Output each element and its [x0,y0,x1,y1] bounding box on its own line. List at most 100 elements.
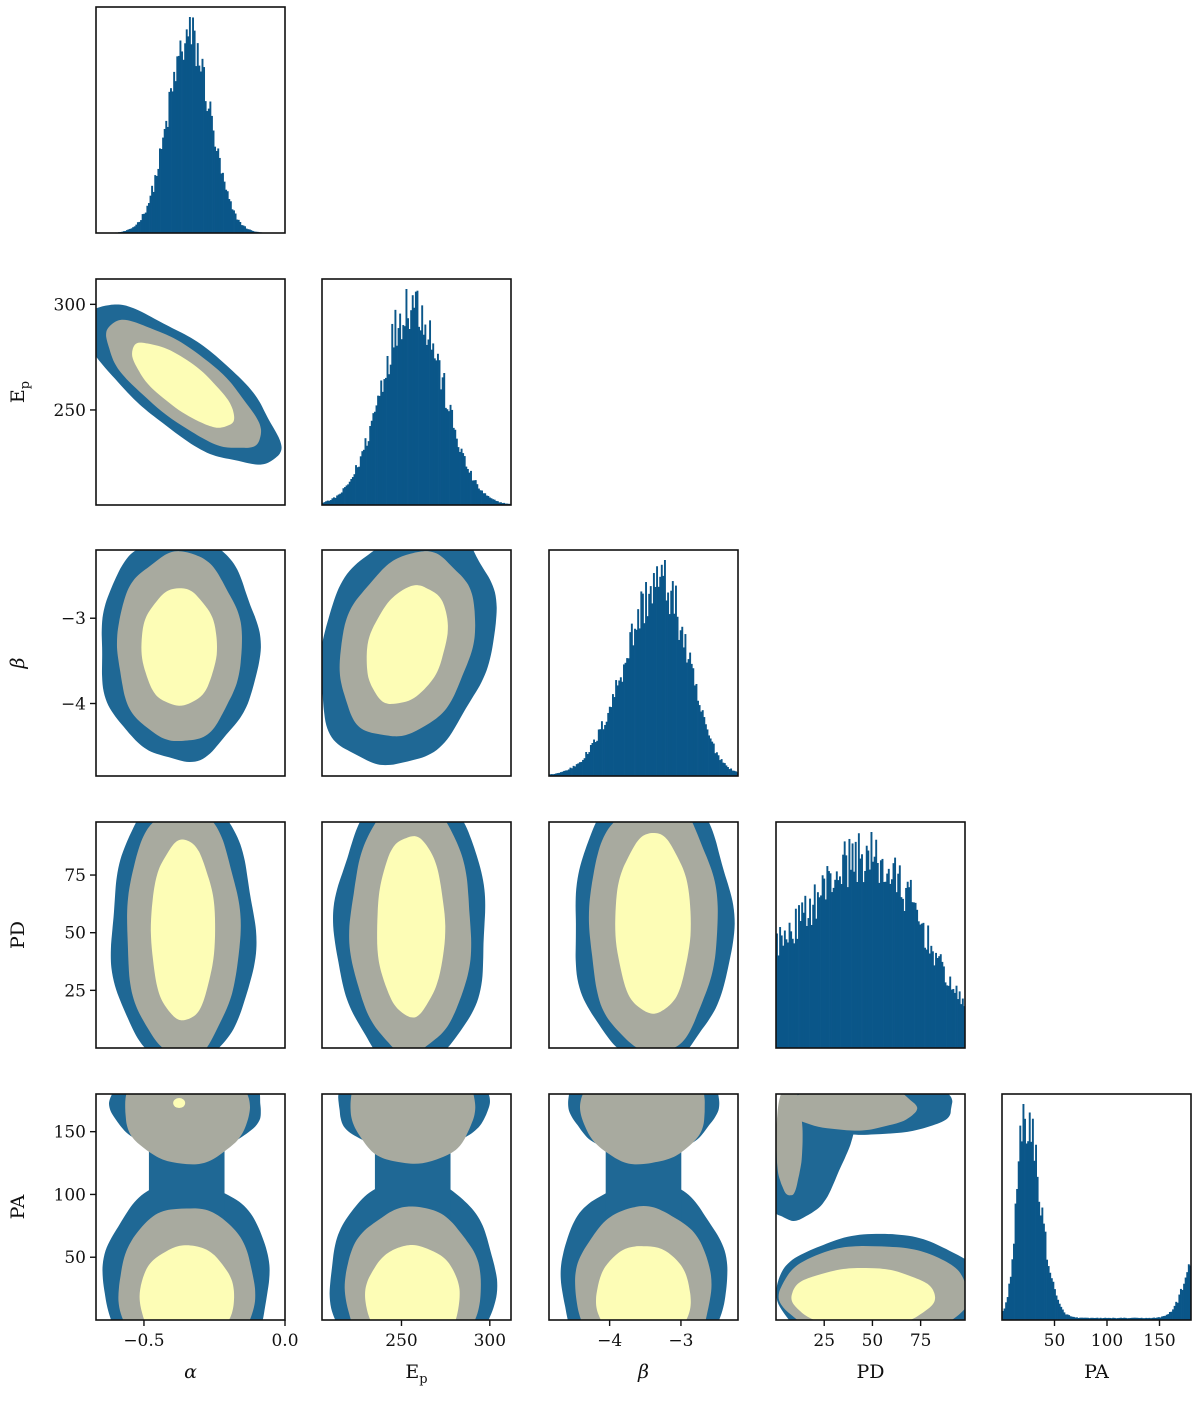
hist-bar [427,339,430,505]
hist-bar [214,146,217,233]
hist-bar [878,882,881,1048]
hist-bar [429,320,432,505]
x-tick-label: 75 [910,1331,932,1351]
hist-bar [1135,1317,1138,1320]
hist-bar [588,752,591,776]
hist-bar [900,897,903,1048]
hist-bar [141,214,144,233]
hist-bar [1126,1318,1129,1320]
hist-bar [859,858,862,1048]
hist-bar [575,764,578,776]
hist-bar [591,743,594,776]
hist-bar [468,472,471,505]
hist-bar [207,108,210,233]
hist-bar [470,470,472,505]
hist-bar [416,290,419,505]
hist-bar [629,632,632,776]
hist-bar [776,933,778,1048]
hist-bar [162,137,165,233]
hist-bar [149,195,152,233]
hist-bar [556,773,559,776]
hist-bar [410,310,413,505]
hist-bar [356,467,359,505]
hist-bar [333,497,335,505]
hist-bar [446,409,449,505]
x-tick-label: 100 [1091,1331,1123,1351]
hist-bar [563,770,566,776]
hist-bar [391,323,394,505]
hist-bar [1006,1297,1009,1320]
hist-bar [176,56,179,234]
hist-bar [1137,1317,1140,1320]
hist-bar [799,921,802,1048]
hist-bar [1003,1308,1006,1320]
hist-bar [712,743,715,776]
hist-bar [875,839,878,1048]
y-tick-label: −3 [61,609,86,629]
hist-bar [689,652,692,776]
hist-bar [887,868,890,1048]
hist-bar [344,487,346,505]
hist-bar [961,998,964,1048]
hist-bar [840,884,843,1048]
hist-bar [143,213,146,233]
hist-bar [405,289,408,505]
hist-bar [788,922,791,1048]
y-tick-label: −4 [61,695,86,715]
hist-bar [136,222,139,233]
hist-bar [635,629,638,776]
hist-bar [845,855,848,1048]
hist-bar [1061,1309,1064,1320]
hist-bar [1063,1312,1066,1320]
hist-bar [411,295,414,505]
hist-bar [823,878,826,1048]
hist-bar [1096,1317,1099,1320]
hist-bar [163,128,166,233]
hist-bar [130,228,133,233]
hist-Ep [322,289,512,505]
hist-bar [1094,1317,1097,1320]
hist-bar [703,717,706,776]
hist-bar [917,921,920,1048]
hist-bar [728,769,731,776]
hist-bar [944,982,947,1048]
hist-bar [612,694,614,776]
hist-bar [1143,1318,1146,1320]
hist-bar [889,883,892,1048]
hist-bar [821,875,824,1048]
hist-bar [1030,1141,1033,1320]
hist-bar [1151,1317,1154,1320]
hist-bar [366,445,369,505]
hist-bar [908,887,911,1048]
hist-bar [589,745,592,776]
hist-bar [868,869,871,1048]
hist-alpha [113,17,267,234]
hist-bar [1161,1316,1163,1320]
hist-bar [177,55,180,233]
hist-bar [133,226,136,233]
hist-bar [1109,1317,1112,1320]
hist-bar [820,895,823,1048]
hist-bar [704,724,707,776]
hist-bar [348,481,351,505]
hist-bar [474,480,477,505]
hist-bar [829,873,832,1048]
hist-bar [367,441,370,505]
hist-bar [1118,1317,1121,1320]
hist-bar [482,493,485,505]
hist-bar [1165,1314,1168,1320]
hist-bar [151,185,154,233]
x-axis-label-Ep: Ep [405,1361,427,1387]
hist-bar [160,149,163,233]
hist-bar [676,616,679,776]
hist-bar [960,1004,963,1048]
hist-bar [791,938,794,1048]
hist-bar [418,326,420,505]
hist-bar [632,645,635,776]
hist-bar [1150,1318,1152,1320]
hist-bar [567,769,570,776]
hist-bar [715,752,718,776]
hist-bar [706,729,709,776]
hist-bar [953,992,956,1048]
